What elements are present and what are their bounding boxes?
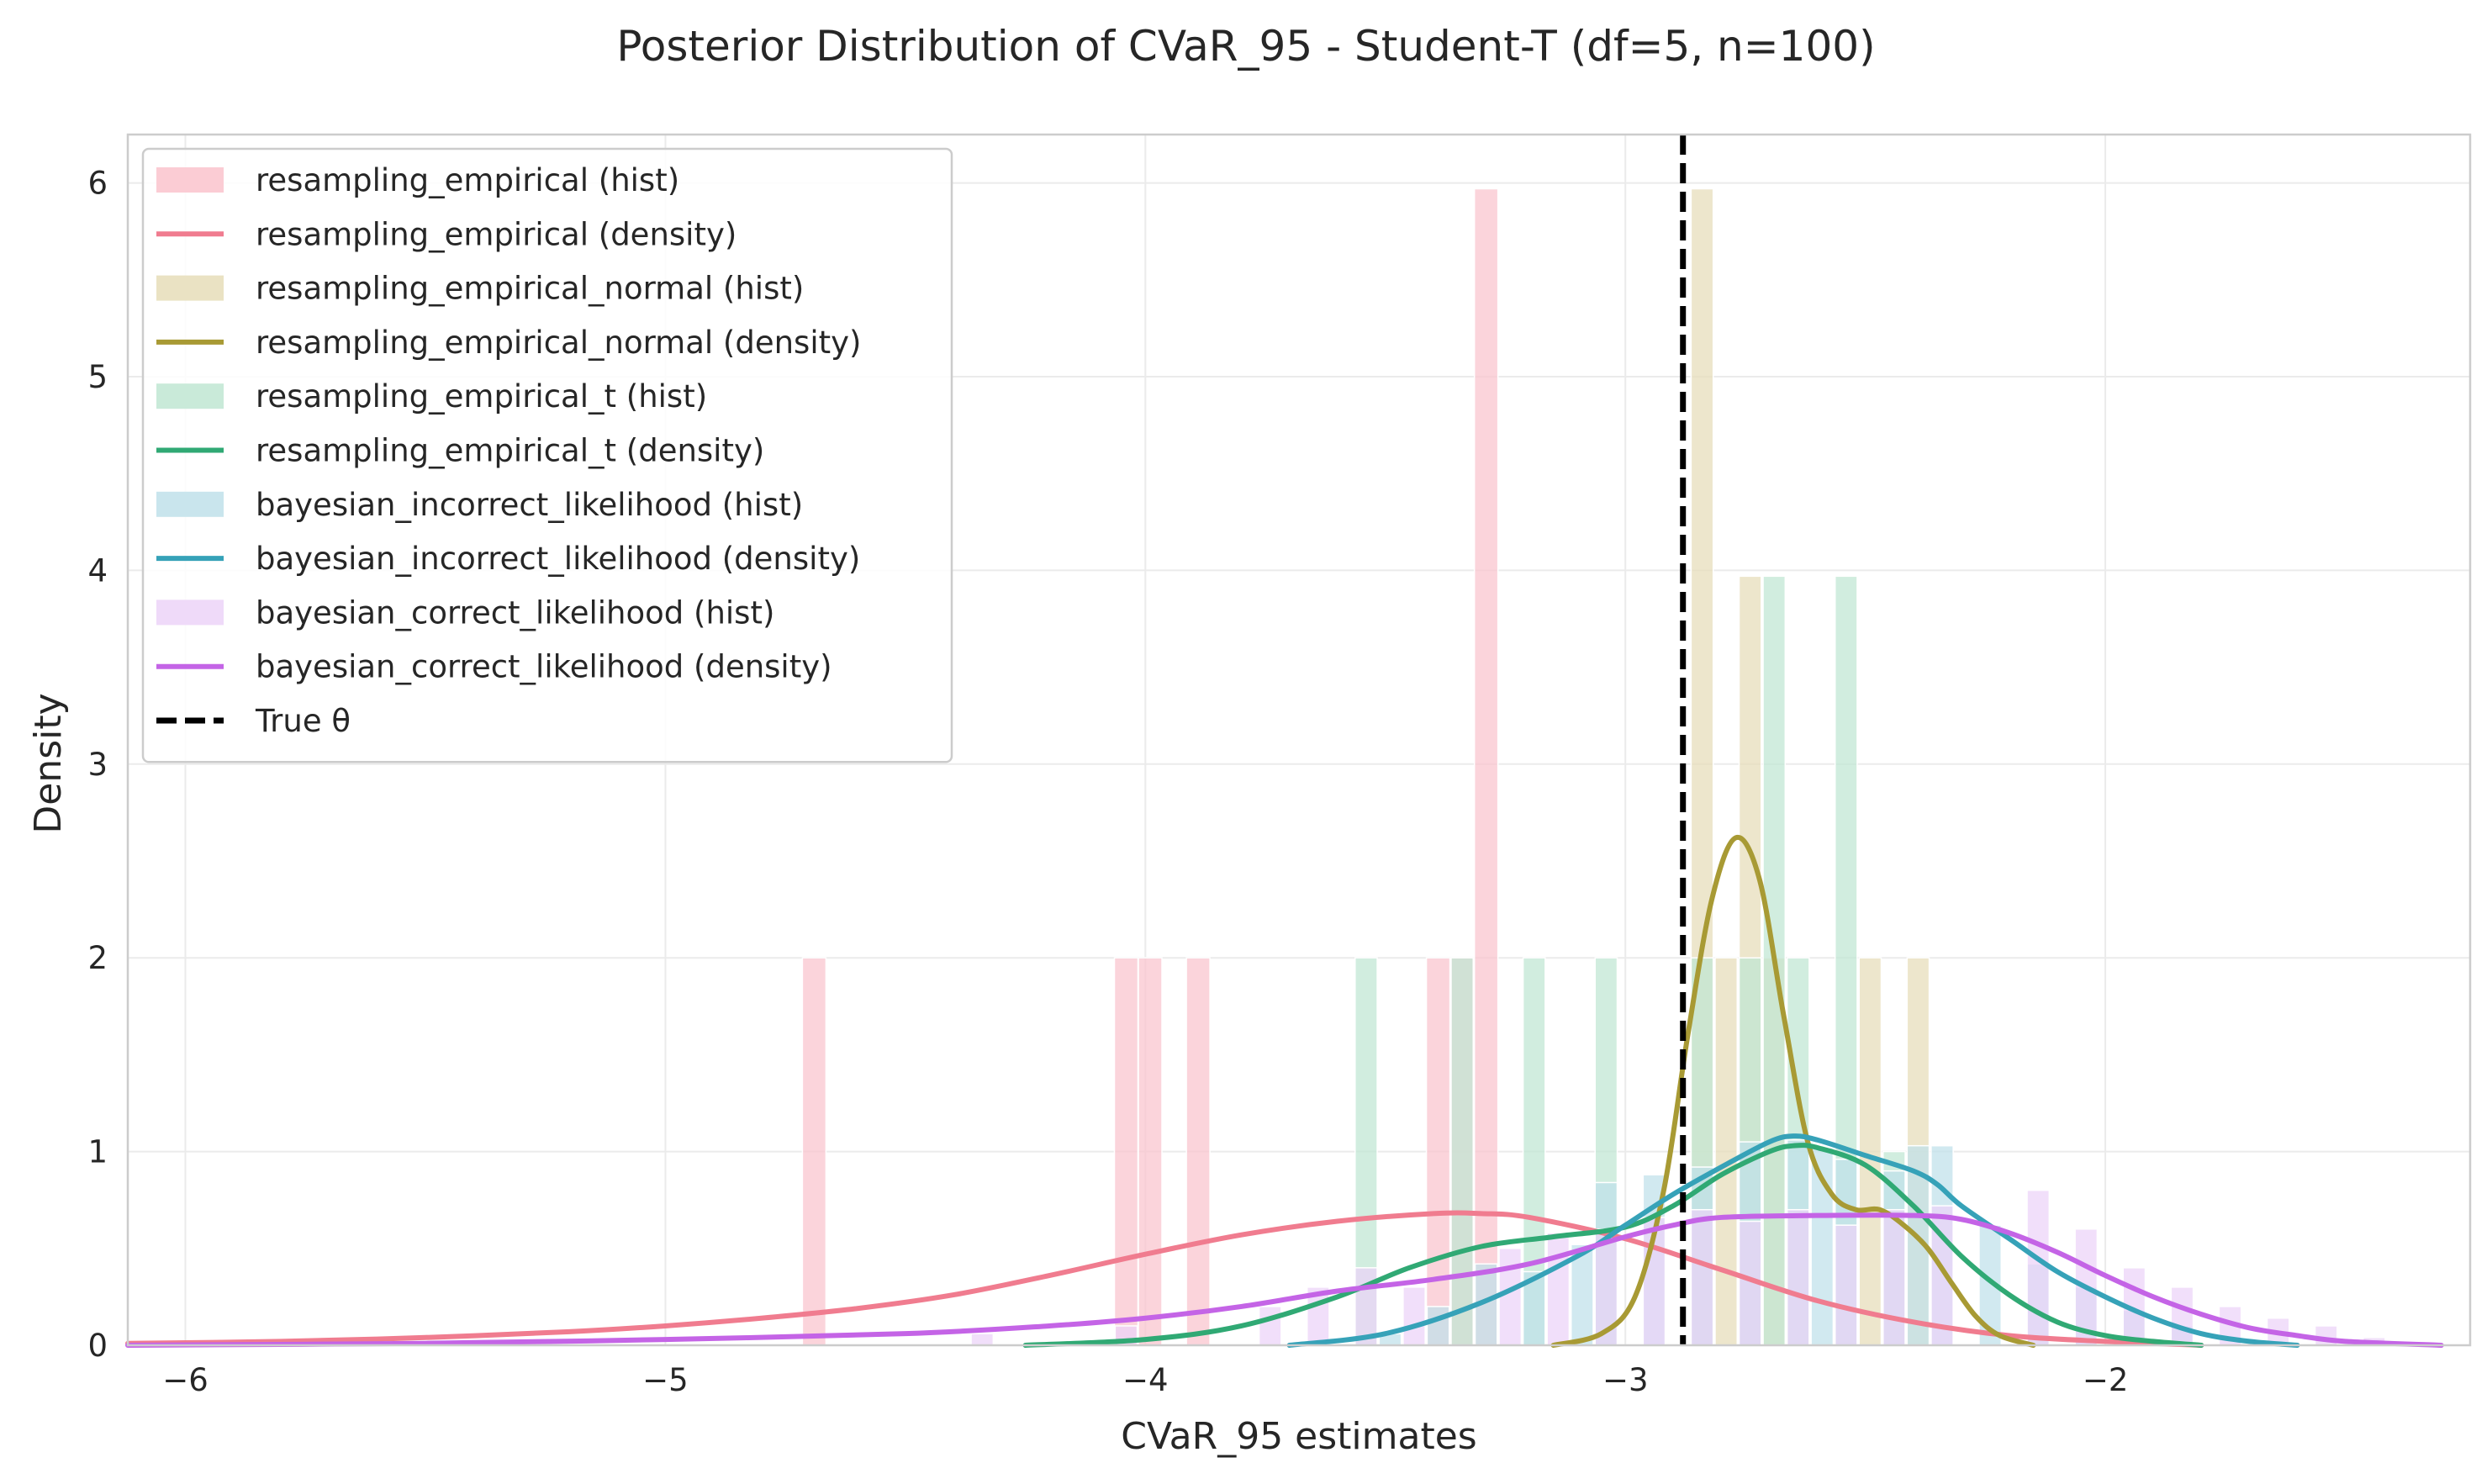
legend-entry: resampling_empirical_t (density)	[156, 433, 764, 469]
y-tick-label: 1	[87, 1134, 108, 1170]
histogram-bar	[1834, 1224, 1858, 1346]
legend-entry: bayesian_incorrect_likelihood (hist)	[156, 487, 803, 523]
legend: resampling_empirical (hist) resampling_em…	[141, 147, 953, 763]
histogram-bar	[1858, 957, 1882, 1346]
legend-label: bayesian_correct_likelihood (density)	[256, 649, 832, 685]
legend-entry: bayesian_correct_likelihood (hist)	[156, 594, 774, 631]
histogram-bar	[1498, 1248, 1523, 1346]
legend-frame	[141, 147, 953, 763]
legend-label: bayesian_incorrect_likelihood (hist)	[256, 487, 803, 523]
legend-label: resampling_empirical_normal (density)	[256, 325, 861, 361]
legend-entry: resampling_empirical_normal (density)	[156, 325, 861, 361]
histogram-bar	[1138, 957, 1163, 1346]
histogram-bar	[1258, 1306, 1282, 1346]
legend-entry: resampling_empirical (density)	[156, 216, 737, 252]
legend-label: resampling_empirical_t (density)	[256, 433, 764, 469]
density-curve-resampling_empirical_normal	[1550, 834, 2036, 1348]
x-tick-label: −6	[162, 1362, 209, 1398]
legend-swatch	[156, 383, 224, 409]
legend-label: resampling_empirical_t (hist)	[256, 378, 707, 415]
x-tick-label: −3	[1602, 1362, 1649, 1398]
y-tick-label: 2	[87, 940, 108, 976]
y-tick-label: 0	[87, 1328, 108, 1364]
histogram-bar	[1570, 1244, 1594, 1346]
x-tick-label: −2	[2083, 1362, 2129, 1398]
legend-swatch	[156, 599, 224, 626]
legend-label: resampling_empirical_normal (hist)	[256, 271, 804, 307]
legend-entry: resampling_empirical (hist)	[156, 162, 679, 198]
histogram-bar	[1882, 1208, 1906, 1346]
density-curve-bayesian_incorrect_likelihood	[1286, 1133, 2300, 1348]
histogram-bar	[1113, 957, 1139, 1346]
legend-swatch	[156, 491, 224, 517]
legend-label: bayesian_correct_likelihood (hist)	[256, 594, 774, 631]
legend-swatch	[156, 275, 224, 301]
histogram-resampling_empirical	[801, 187, 1499, 1346]
histogram-bar	[1402, 1286, 1426, 1346]
legend-label: resampling_empirical (density)	[256, 216, 737, 252]
chart-title: Posterior Distribution of CVaR_95 - Stud…	[616, 22, 1875, 71]
legend-entry: True θ	[156, 703, 351, 739]
histogram-bar	[1714, 957, 1738, 1346]
histogram-bar	[1786, 1208, 1810, 1346]
density-curve-bayesian_correct_likelihood	[125, 1212, 2444, 1348]
x-tick-label: −5	[642, 1362, 689, 1398]
legend-swatch	[156, 167, 224, 193]
histogram-bar	[1185, 957, 1211, 1346]
density-layer	[125, 834, 2444, 1348]
histogram-bar	[1690, 1208, 1714, 1346]
axes-frame	[126, 133, 2472, 1347]
legend-entry: bayesian_correct_likelihood (density)	[156, 649, 832, 685]
x-axis-label: CVaR_95 estimates	[1121, 1415, 1476, 1458]
x-tick-labels: −6 −5 −4 −3 −2	[162, 1362, 2128, 1398]
y-tick-label: 3	[87, 747, 108, 783]
histogram-bar	[2026, 1189, 2051, 1346]
legend-entry: resampling_empirical_normal (hist)	[156, 271, 804, 307]
legend-label: resampling_empirical (hist)	[256, 162, 679, 198]
density-curve-resampling_empirical	[125, 1210, 2204, 1348]
histogram-bar	[1425, 957, 1451, 1346]
x-tick-label: −4	[1122, 1362, 1169, 1398]
histogram-bar	[1450, 957, 1474, 1346]
legend-label: True θ	[255, 703, 351, 739]
histogram-bar	[970, 1333, 995, 1346]
histogram-bar	[1473, 187, 1499, 1346]
histogram-bar	[2170, 1286, 2194, 1346]
y-tick-label: 5	[87, 359, 108, 395]
y-tick-labels: 0 1 2 3 4 5 6	[87, 166, 108, 1364]
legend-entry: resampling_empirical_t (hist)	[156, 378, 707, 415]
legend-label: bayesian_incorrect_likelihood (density)	[256, 541, 860, 577]
histogram-bar	[1546, 1232, 1571, 1346]
axes-border	[126, 133, 2472, 1347]
histogram-bar	[801, 957, 827, 1346]
legend-entry: bayesian_incorrect_likelihood (density)	[156, 541, 860, 577]
y-tick-label: 4	[87, 552, 108, 589]
histogram-bar	[1426, 1306, 1450, 1346]
y-tick-label: 6	[87, 166, 108, 202]
y-axis-label: Density	[27, 693, 70, 833]
density-curve-resampling_empirical_t	[1022, 1143, 2204, 1348]
grid	[128, 135, 2470, 1346]
